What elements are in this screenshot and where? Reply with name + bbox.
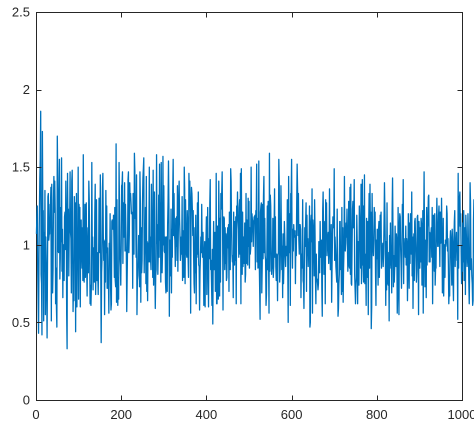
series-layer: [35, 110, 474, 350]
y-tick-label: 1.5: [12, 160, 30, 175]
series-line-1: [35, 110, 474, 350]
y-tick-label: 1: [23, 237, 30, 252]
y-tick-label: 0: [23, 393, 30, 408]
x-tick-label: 200: [110, 407, 132, 422]
ticks-layer: 0 200 400 600 800 1000 0 0.5 1 1.5 2 2.5: [12, 5, 474, 423]
y-tick-label: 2.5: [12, 5, 30, 20]
x-tick-label: 1000: [448, 407, 474, 422]
y-tick-label: 0.5: [12, 315, 30, 330]
x-tick-label: 0: [32, 407, 39, 422]
x-tick-label: 600: [281, 407, 303, 422]
y-tick-label: 2: [23, 82, 30, 97]
x-tick-label: 800: [366, 407, 388, 422]
x-tick-label: 400: [196, 407, 218, 422]
